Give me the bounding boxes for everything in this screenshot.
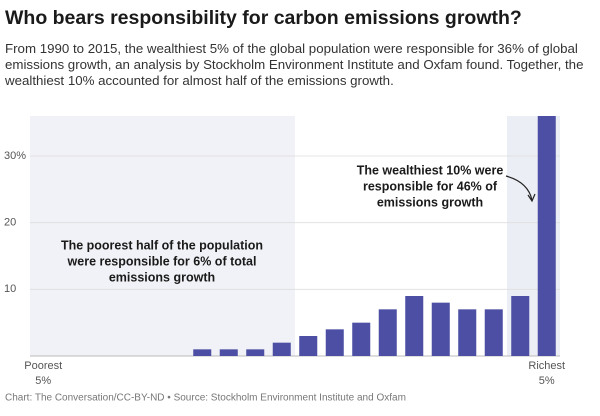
bar — [458, 309, 477, 356]
x-tick-label: Poorest 5% — [24, 360, 62, 387]
x-tick-label: Richest 5% — [528, 360, 565, 387]
y-tick-label: 20 — [4, 217, 16, 229]
bar — [219, 349, 238, 356]
bar — [272, 342, 291, 356]
bar — [484, 309, 503, 356]
source: Chart: The Conversation/CC-BY-ND • Sourc… — [5, 393, 406, 404]
chart-title: Who bears responsibility for carbon emis… — [5, 7, 522, 29]
annotation: emissions growth — [377, 195, 483, 209]
bar — [511, 296, 530, 356]
bar — [431, 302, 450, 356]
annotation: emissions growth — [109, 270, 215, 284]
bar — [193, 349, 212, 356]
bar — [246, 349, 265, 356]
chart-subtitle: From 1990 to 2015, the wealthiest 5% of … — [5, 41, 584, 88]
background-layer — [30, 116, 560, 356]
annotation: The poorest half of the population — [61, 238, 263, 252]
annotation: were responsible for 6% of total — [67, 254, 257, 268]
bar — [405, 296, 424, 356]
bar — [378, 309, 397, 356]
annotation: responsible for 46% of — [363, 179, 498, 193]
y-tick-label: 30% — [4, 150, 26, 162]
bar — [299, 336, 318, 356]
bar — [325, 329, 344, 356]
bar — [352, 322, 371, 356]
shade-poorest-half — [30, 116, 295, 356]
bar — [537, 116, 556, 356]
annotation-arrow — [505, 175, 533, 201]
annotation: The wealthiest 10% were — [357, 163, 504, 177]
y-tick-label: 10 — [4, 283, 16, 295]
annotation-arrowhead — [527, 193, 536, 203]
